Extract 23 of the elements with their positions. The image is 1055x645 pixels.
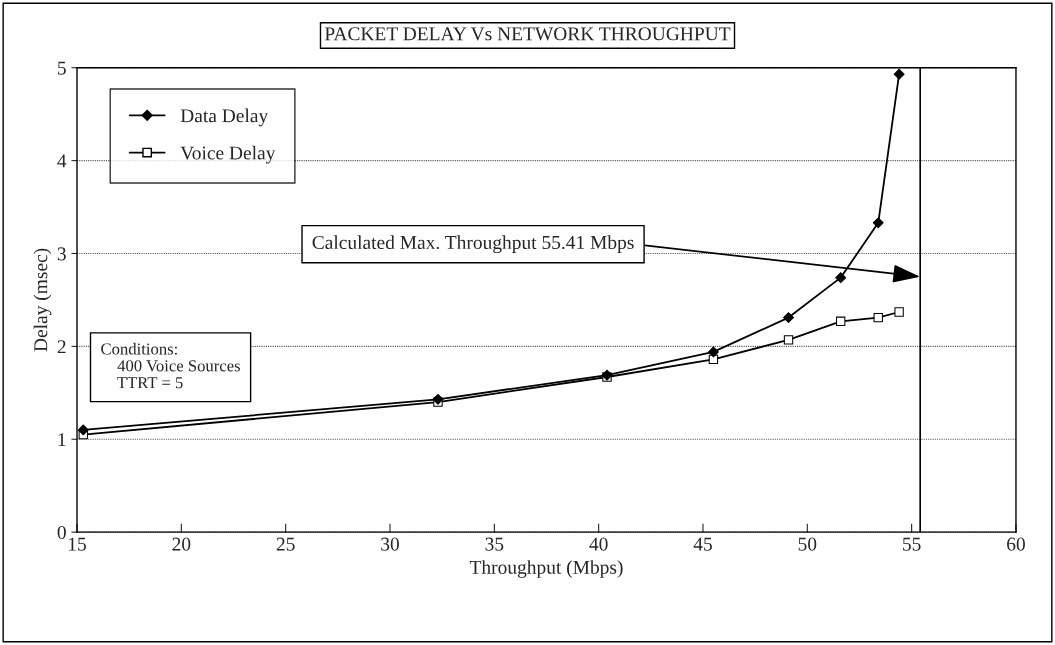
x-tick-label: 30 [381, 537, 399, 551]
y-tick-label: 2 [57, 340, 66, 354]
y-tick-label: 4 [57, 154, 67, 168]
x-tick-label: 45 [693, 537, 712, 551]
y-tick-label: 0 [57, 525, 66, 540]
x-tick-label: 35 [485, 537, 504, 551]
x-axis-title: Throughput (Mbps) [469, 560, 623, 578]
annotation: Conditions: 400 Voice Sources TTRT = 5 [101, 342, 241, 389]
y-axis-title: Delay (msec) [33, 248, 52, 352]
x-tick-label: 25 [276, 537, 295, 551]
y-tick-label: 1 [58, 433, 66, 446]
annotation: Calculated Max. Throughput 55.41 Mbps [312, 235, 634, 254]
legend-label: Data Delay [180, 108, 269, 127]
x-tick-label: 50 [798, 537, 817, 551]
legend-label: Voice Delay [180, 145, 276, 164]
y-tick-label: 5 [58, 61, 66, 75]
x-tick-label: 60 [1007, 537, 1025, 551]
x-tick-label: 40 [589, 537, 608, 551]
x-tick-label: 15 [69, 537, 86, 551]
x-tick-label: 55 [903, 537, 921, 551]
x-tick-label: 20 [172, 537, 191, 551]
y-tick-label: 3 [57, 247, 66, 261]
chart-title: PACKET DELAY Vs NETWORK THROUGHPUT [324, 27, 731, 41]
